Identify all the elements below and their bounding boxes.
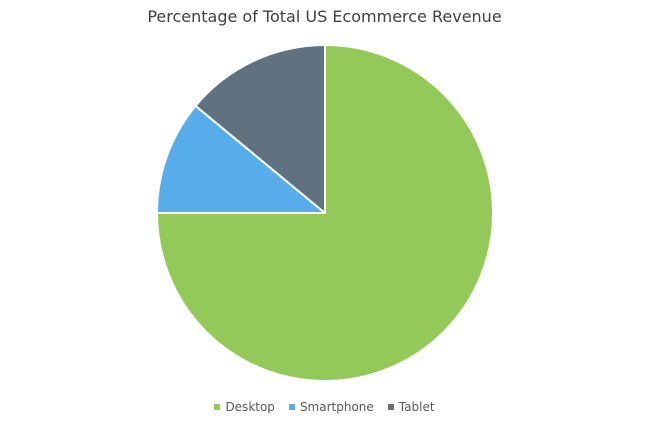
pie-slices <box>156 44 494 382</box>
legend-item-smartphone: Smartphone <box>288 400 374 414</box>
pie-slice-tablet <box>194 44 326 214</box>
legend-swatch-desktop <box>214 404 221 410</box>
legend-label-tablet: Tablet <box>398 400 435 414</box>
chart-title: Percentage of Total US Ecommerce Revenue <box>147 7 502 26</box>
legend-item-desktop: Desktop <box>214 400 275 414</box>
pie-slice-desktop <box>156 44 494 382</box>
legend-swatch-smartphone <box>288 404 295 410</box>
legend-label-smartphone: Smartphone <box>299 400 374 414</box>
legend-label-desktop: Desktop <box>225 400 275 414</box>
legend-swatch-tablet <box>387 404 394 410</box>
legend-item-tablet: Tablet <box>387 400 435 414</box>
legend: Desktop Smartphone Tablet <box>0 400 649 414</box>
pie-slice-smartphone <box>156 104 326 214</box>
